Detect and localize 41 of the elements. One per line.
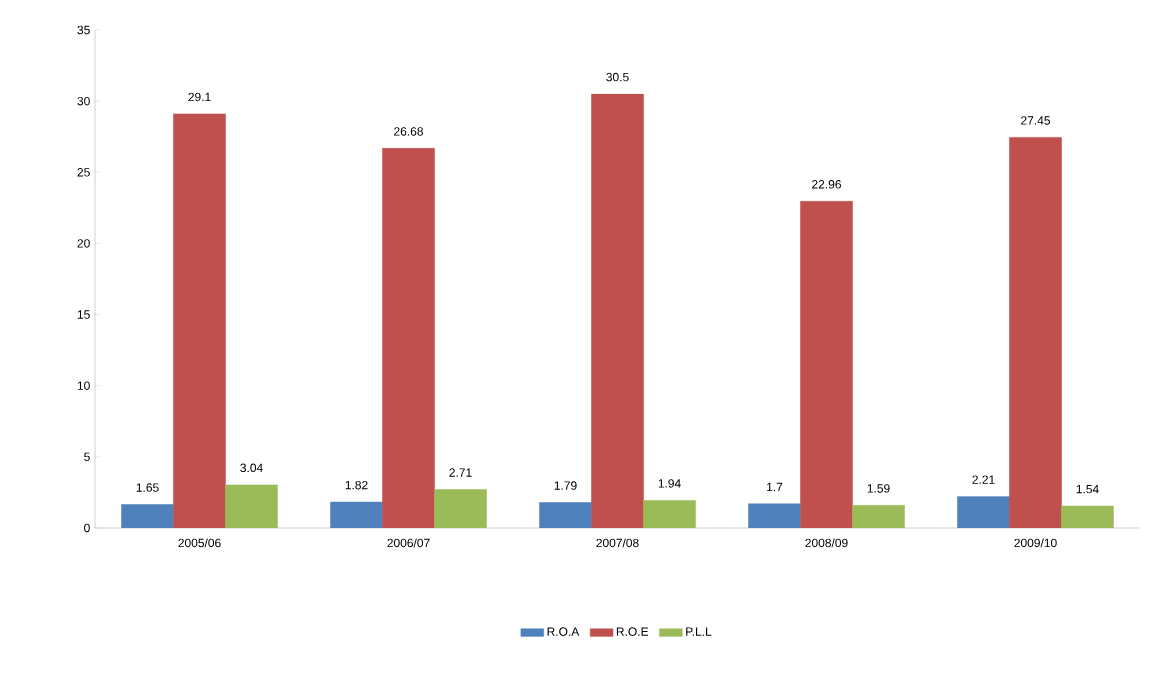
data-label: 1.65 — [136, 483, 159, 492]
data-label: 1.79 — [554, 481, 577, 490]
data-label: 27.45 — [1021, 116, 1050, 125]
bar — [434, 489, 487, 528]
data-label: 3.04 — [240, 463, 263, 473]
data-label: 1.54 — [1076, 484, 1099, 494]
y-tick-label: 10 — [77, 381, 90, 390]
data-label: 2.71 — [449, 468, 472, 477]
x-tick-label: 2008/09 — [805, 538, 848, 548]
x-tick-label: 2009/10 — [1014, 538, 1057, 548]
y-tick-label: 20 — [77, 239, 90, 248]
bar — [643, 500, 696, 528]
legend-label: P.L.L — [686, 627, 712, 636]
bar — [382, 148, 435, 528]
bar — [591, 93, 644, 528]
bar — [1009, 137, 1062, 528]
x-tick-label: 2007/08 — [596, 538, 639, 548]
data-label: 2.21 — [972, 475, 995, 484]
data-label: 1.7 — [767, 482, 783, 492]
data-label: 1.59 — [867, 484, 890, 493]
y-tick-label: 30 — [77, 96, 90, 106]
bar — [173, 113, 226, 528]
bar — [800, 201, 853, 528]
data-label: 1.82 — [345, 480, 368, 490]
bar — [1061, 505, 1114, 528]
legend-label: R.O.E — [616, 627, 649, 636]
bar — [852, 505, 905, 528]
bar — [225, 484, 278, 528]
x-tick-label: 2005/06 — [178, 538, 221, 548]
x-tick-label: 2006/07 — [387, 538, 430, 548]
legend-label: R.O.A — [547, 627, 580, 636]
y-tick-label: 5 — [84, 452, 90, 462]
y-tick-label: 15 — [77, 310, 90, 319]
data-label: 29.1 — [188, 92, 211, 102]
y-tick-label: 25 — [77, 168, 90, 177]
data-label: 1.94 — [658, 479, 681, 488]
data-label: 26.68 — [394, 127, 423, 136]
y-tick-label: 35 — [77, 25, 90, 35]
y-tick-label: 0 — [84, 523, 90, 533]
data-label: 30.5 — [606, 72, 629, 82]
data-label: 22.96 — [812, 180, 841, 189]
